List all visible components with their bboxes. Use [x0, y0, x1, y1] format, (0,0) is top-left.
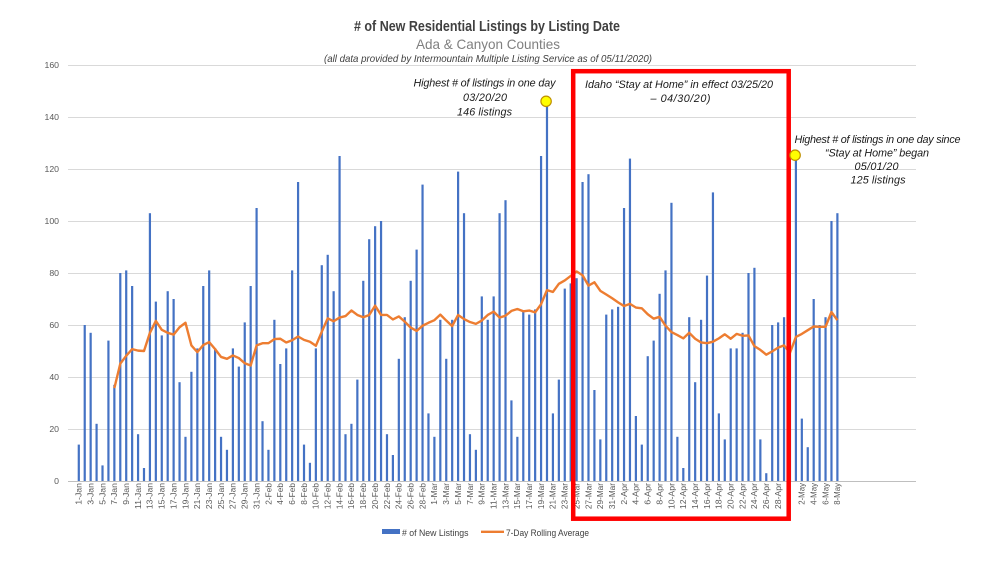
svg-text:160: 160 [45, 60, 60, 70]
svg-text:31-Jan: 31-Jan [252, 483, 261, 509]
svg-text:03/20/20: 03/20/20 [463, 92, 507, 104]
svg-text:13-Mar: 13-Mar [501, 483, 510, 509]
svg-text:27-Mar: 27-Mar [584, 483, 593, 509]
svg-text:22-Apr: 22-Apr [738, 483, 747, 509]
svg-text:15-Jan: 15-Jan [158, 483, 167, 509]
svg-text:17-Mar: 17-Mar [525, 483, 534, 509]
svg-text:24-Apr: 24-Apr [750, 483, 759, 509]
svg-text:3-Mar: 3-Mar [442, 483, 451, 505]
svg-text:20-Apr: 20-Apr [727, 483, 736, 509]
svg-text:05/01/20: 05/01/20 [855, 161, 899, 173]
svg-text:Ada & Canyon Counties: Ada & Canyon Counties [416, 36, 560, 52]
svg-text:27-Jan: 27-Jan [229, 483, 238, 509]
svg-text:18-Apr: 18-Apr [715, 483, 724, 509]
svg-text:(all data provided by Intermou: (all data provided by Intermountain Mult… [324, 53, 652, 65]
svg-text:15-Mar: 15-Mar [513, 483, 522, 509]
svg-text:100: 100 [45, 216, 60, 226]
svg-text:7-Day Rolling Average: 7-Day Rolling Average [506, 528, 589, 538]
svg-text:28-Feb: 28-Feb [418, 482, 427, 509]
svg-text:16-Feb: 16-Feb [347, 482, 356, 509]
svg-text:24-Feb: 24-Feb [395, 482, 404, 509]
svg-text:– 04/30/20): – 04/30/20) [650, 93, 711, 105]
svg-text:29-Jan: 29-Jan [241, 483, 250, 509]
svg-text:60: 60 [49, 320, 59, 330]
svg-text:11-Mar: 11-Mar [489, 483, 498, 509]
svg-text:40: 40 [49, 372, 59, 382]
svg-text:28-Apr: 28-Apr [774, 483, 783, 509]
svg-text:25-Mar: 25-Mar [572, 483, 581, 509]
svg-text:2-Feb: 2-Feb [264, 482, 273, 504]
svg-text:0: 0 [54, 476, 59, 486]
svg-text:31-Mar: 31-Mar [608, 483, 617, 509]
svg-text:20-Feb: 20-Feb [371, 482, 380, 509]
svg-text:3-Jan: 3-Jan [86, 483, 95, 505]
svg-text:6-Feb: 6-Feb [288, 482, 297, 504]
svg-text:9-Jan: 9-Jan [122, 483, 131, 505]
svg-text:8-May: 8-May [833, 483, 842, 505]
svg-text:Highest # of listings in one d: Highest # of listings in one day [414, 78, 557, 90]
svg-text:# of New Residential Listings: # of New Residential Listings by Listing… [354, 19, 620, 35]
svg-text:14-Feb: 14-Feb [335, 482, 344, 509]
svg-text:“Stay at Home” began: “Stay at Home” began [825, 148, 929, 160]
svg-text:25-Jan: 25-Jan [217, 483, 226, 509]
svg-text:7-Mar: 7-Mar [466, 483, 475, 505]
svg-text:16-Apr: 16-Apr [703, 483, 712, 509]
svg-text:22-Feb: 22-Feb [383, 482, 392, 509]
svg-text:21-Mar: 21-Mar [549, 483, 558, 509]
svg-text:125 listings: 125 listings [851, 175, 907, 187]
svg-text:23-Mar: 23-Mar [561, 483, 570, 509]
svg-text:12-Feb: 12-Feb [324, 482, 333, 509]
svg-text:2-May: 2-May [798, 483, 807, 505]
svg-text:21-Jan: 21-Jan [193, 483, 202, 509]
svg-text:20: 20 [49, 424, 59, 434]
svg-text:4-Apr: 4-Apr [632, 483, 641, 505]
svg-text:6-Apr: 6-Apr [644, 483, 653, 505]
svg-text:26-Feb: 26-Feb [406, 482, 415, 509]
svg-text:11-Jan: 11-Jan [134, 483, 143, 509]
svg-text:120: 120 [45, 164, 60, 174]
svg-text:13-Jan: 13-Jan [146, 483, 155, 509]
svg-text:7-Jan: 7-Jan [110, 483, 119, 505]
svg-text:5-Jan: 5-Jan [98, 483, 107, 505]
svg-text:10-Feb: 10-Feb [312, 482, 321, 509]
svg-text:10-Apr: 10-Apr [667, 483, 676, 509]
svg-text:29-Mar: 29-Mar [596, 483, 605, 509]
svg-text:1-Jan: 1-Jan [75, 483, 84, 505]
svg-text:8-Feb: 8-Feb [300, 482, 309, 504]
svg-text:140: 140 [45, 112, 60, 122]
svg-text:4-May: 4-May [809, 483, 818, 505]
svg-text:23-Jan: 23-Jan [205, 483, 214, 509]
svg-text:12-Apr: 12-Apr [679, 483, 688, 509]
svg-text:17-Jan: 17-Jan [169, 483, 178, 509]
svg-text:2-Apr: 2-Apr [620, 483, 629, 505]
svg-text:9-Mar: 9-Mar [478, 483, 487, 505]
svg-text:1-Mar: 1-Mar [430, 483, 439, 505]
svg-text:14-Apr: 14-Apr [691, 483, 700, 509]
svg-text:# of New Listings: # of New Listings [402, 528, 469, 538]
svg-text:80: 80 [49, 268, 59, 278]
svg-text:18-Feb: 18-Feb [359, 482, 368, 509]
svg-text:19-Jan: 19-Jan [181, 483, 190, 509]
svg-text:8-Apr: 8-Apr [655, 483, 664, 505]
svg-text:19-Mar: 19-Mar [537, 483, 546, 509]
svg-text:6-May: 6-May [821, 483, 830, 505]
svg-text:5-Mar: 5-Mar [454, 483, 463, 505]
svg-text:4-Feb: 4-Feb [276, 482, 285, 504]
svg-text:Highest # of listings in one d: Highest # of listings in one day since [795, 134, 961, 146]
svg-text:146 listings: 146 listings [457, 107, 513, 119]
svg-text:26-Apr: 26-Apr [762, 483, 771, 509]
svg-text:Idaho “Stay at Home” in effect: Idaho “Stay at Home” in effect 03/25/20 [585, 79, 773, 91]
